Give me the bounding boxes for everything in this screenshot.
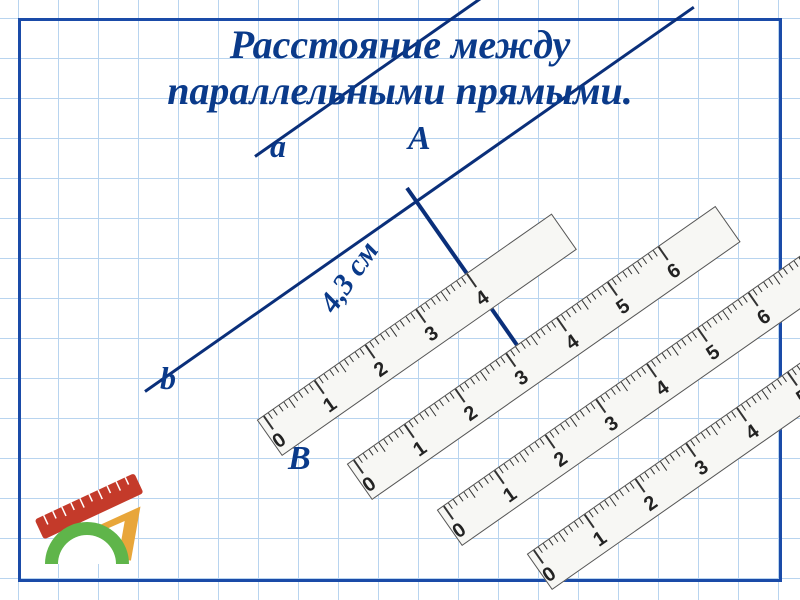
geometry-tools-icon [30, 464, 160, 574]
label-point-A: A [408, 120, 431, 158]
title-line-2: параллельными прямыми. [167, 68, 633, 113]
label-b: b [160, 360, 176, 397]
measurement-label: 4,3 см [313, 235, 386, 319]
page-title: Расстояние между параллельными прямыми. [0, 22, 800, 114]
title-line-1: Расстояние между [230, 22, 571, 67]
label-a: a [270, 128, 286, 165]
